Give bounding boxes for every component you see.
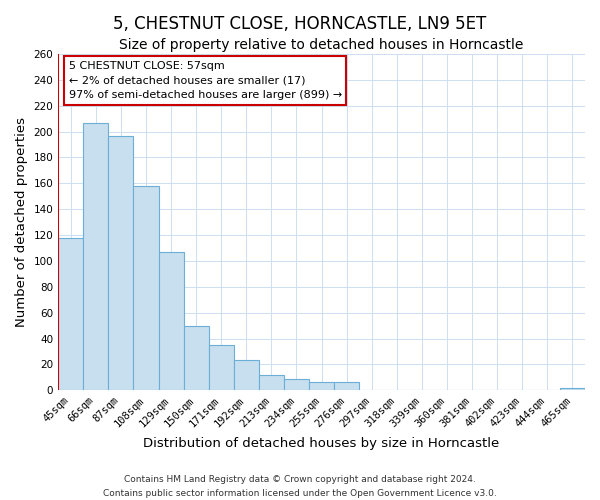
Title: Size of property relative to detached houses in Horncastle: Size of property relative to detached ho…	[119, 38, 524, 52]
Bar	[284, 378, 309, 390]
Bar	[259, 374, 284, 390]
Bar	[334, 382, 359, 390]
Bar	[560, 388, 585, 390]
Text: 5, CHESTNUT CLOSE, HORNCASTLE, LN9 5ET: 5, CHESTNUT CLOSE, HORNCASTLE, LN9 5ET	[113, 15, 487, 33]
Bar	[58, 238, 83, 390]
Bar	[309, 382, 334, 390]
Bar	[109, 136, 133, 390]
Bar	[209, 345, 234, 390]
Text: 5 CHESTNUT CLOSE: 57sqm
← 2% of detached houses are smaller (17)
97% of semi-det: 5 CHESTNUT CLOSE: 57sqm ← 2% of detached…	[69, 61, 342, 100]
Bar	[234, 360, 259, 390]
X-axis label: Distribution of detached houses by size in Horncastle: Distribution of detached houses by size …	[143, 437, 500, 450]
Bar	[184, 326, 209, 390]
Y-axis label: Number of detached properties: Number of detached properties	[15, 117, 28, 327]
Bar	[83, 122, 109, 390]
Text: Contains HM Land Registry data © Crown copyright and database right 2024.
Contai: Contains HM Land Registry data © Crown c…	[103, 476, 497, 498]
Bar	[158, 252, 184, 390]
Bar	[133, 186, 158, 390]
